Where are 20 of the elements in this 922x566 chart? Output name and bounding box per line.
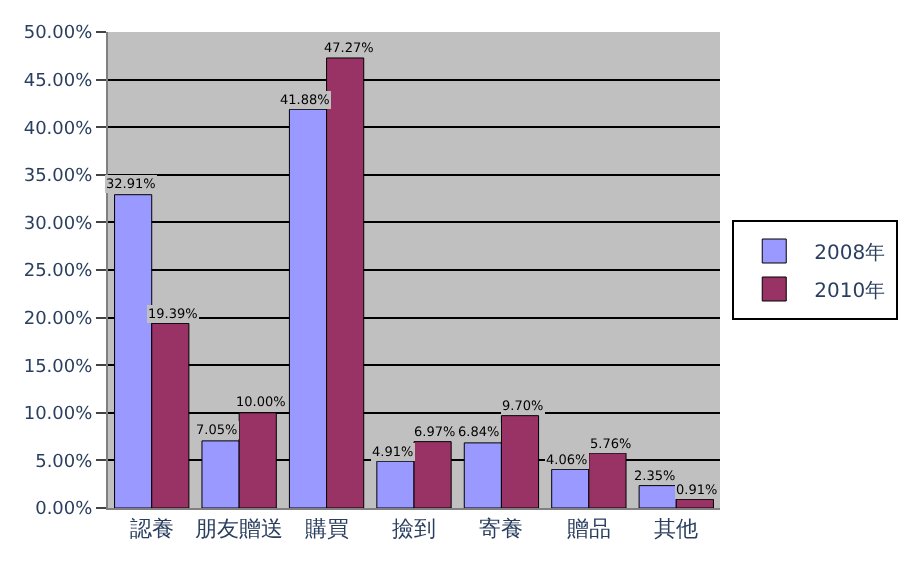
y-tick-label: 25.00% — [23, 262, 94, 283]
x-tick-label: 購買 — [304, 516, 349, 543]
x-tick-label: 贈品 — [566, 516, 611, 543]
x-tick-label: 朋友贈送 — [195, 516, 284, 543]
y-tick-label: 30.00% — [23, 214, 94, 235]
y-tick-label: 5.00% — [35, 452, 94, 473]
legend-label: 2008年 — [814, 240, 886, 265]
x-tick-label: 其他 — [654, 516, 699, 543]
y-tick-label: 40.00% — [23, 119, 94, 140]
y-tick-label: 45.00% — [23, 71, 94, 92]
y-tick-label: 15.00% — [23, 357, 94, 378]
legend-label: 2010年 — [814, 278, 886, 303]
x-tick-label: 撿到 — [392, 516, 436, 543]
y-tick-label: 50.00% — [23, 24, 94, 45]
y-tick-label: 0.00% — [35, 500, 94, 521]
x-tick-label: 認養 — [129, 516, 174, 543]
y-tick-label: 20.00% — [23, 309, 94, 330]
y-tick-label: 10.00% — [23, 405, 94, 426]
y-tick-label: 35.00% — [23, 167, 94, 188]
x-tick-label: 寄養 — [479, 516, 524, 543]
